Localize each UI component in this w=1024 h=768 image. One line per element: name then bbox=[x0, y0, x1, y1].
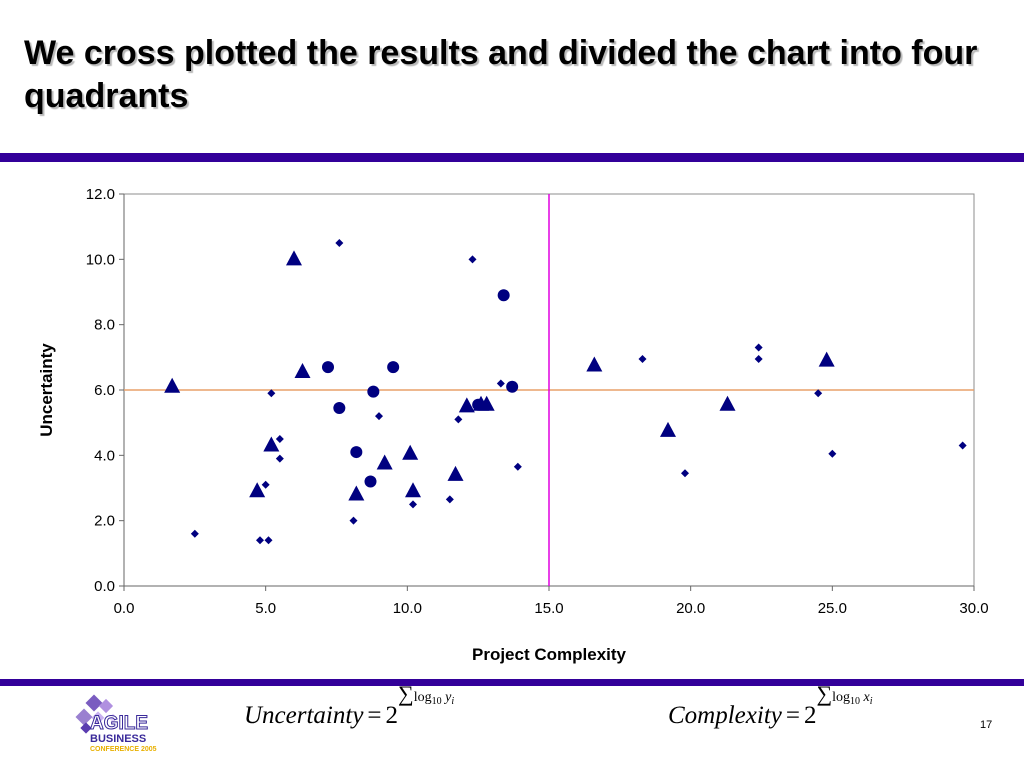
diamond-point bbox=[814, 389, 823, 398]
logo-text-business: BUSINESS bbox=[90, 733, 147, 745]
quadrant-dividers bbox=[124, 194, 974, 586]
agile-business-conference-logo: AGILE BUSINESS CONFERENCE 2005 bbox=[70, 693, 200, 759]
y-axis-label: Uncertainty bbox=[37, 343, 56, 437]
footer-divider-bar bbox=[0, 679, 1024, 686]
diamond-point bbox=[409, 500, 417, 509]
triangle-point bbox=[164, 377, 181, 393]
triangle-point bbox=[286, 250, 302, 266]
triangle-point bbox=[818, 351, 835, 367]
formula-var: x bbox=[863, 690, 870, 705]
y-tick-label: 4.0 bbox=[94, 447, 115, 464]
diamond-point bbox=[264, 536, 273, 545]
diamond-point bbox=[375, 412, 383, 421]
diamond-point bbox=[754, 343, 763, 352]
formula-lhs: Uncertainty bbox=[244, 702, 364, 729]
diamond-point bbox=[275, 435, 284, 443]
scatter-chart: 0.0 5.0 10.0 15.0 20.0 25.0 30.0 0.0 2.0 4.0 6.0 8.… bbox=[37, 186, 989, 664]
triangle-point bbox=[660, 421, 676, 437]
x-tick-label: 20.0 bbox=[676, 600, 705, 617]
logo-text-conference: CONFERENCE 2005 bbox=[90, 746, 157, 753]
diamond-point bbox=[349, 516, 358, 525]
diamond-point bbox=[828, 449, 837, 458]
complexity-formula: Complexity = 2∑log10 xi bbox=[668, 681, 873, 730]
logo-diamonds-icon bbox=[75, 694, 118, 734]
x-tick-label: 30.0 bbox=[959, 600, 988, 617]
data-points bbox=[164, 239, 967, 545]
formula-index: i bbox=[869, 696, 873, 707]
x-axis-label: Project Complexity bbox=[472, 645, 627, 664]
diamond-point bbox=[496, 379, 505, 388]
y-tick-label: 12.0 bbox=[86, 186, 115, 203]
circle-point bbox=[472, 398, 485, 411]
sum-symbol: ∑ bbox=[816, 681, 833, 706]
x-tick-label: 5.0 bbox=[255, 600, 276, 617]
x-tick-label: 25.0 bbox=[818, 600, 847, 617]
triangle-point bbox=[458, 397, 475, 413]
page-number: 17 bbox=[980, 719, 993, 731]
circle-point bbox=[387, 361, 400, 374]
diamond-point bbox=[454, 415, 463, 424]
diamond-point bbox=[754, 354, 763, 363]
y-tick-label: 6.0 bbox=[94, 382, 115, 399]
x-tick-label: 15.0 bbox=[534, 600, 563, 617]
axis-ticks: 0.0 5.0 10.0 15.0 20.0 25.0 30.0 0.0 2.0 4.0 6.0 8.… bbox=[86, 186, 989, 617]
formula-var: y bbox=[445, 690, 452, 705]
formula-index: i bbox=[451, 696, 455, 707]
formula-equals: = bbox=[785, 702, 800, 729]
y-tick-label: 8.0 bbox=[94, 317, 115, 334]
uncertainty-formula: Uncertainty = 2∑log10 yi bbox=[244, 681, 454, 730]
triangle-point bbox=[348, 485, 365, 501]
circle-point bbox=[497, 289, 510, 302]
triangle-point bbox=[719, 395, 736, 411]
circle-point bbox=[350, 446, 363, 459]
x-tick-label: 10.0 bbox=[393, 600, 422, 617]
diamond-point bbox=[267, 389, 276, 398]
formula-lhs: Complexity bbox=[668, 702, 782, 729]
formula-log: log bbox=[413, 690, 432, 705]
diamond-point bbox=[256, 536, 264, 545]
triangle-point bbox=[294, 363, 311, 379]
title-divider-bar bbox=[0, 153, 1024, 162]
sum-symbol: ∑ bbox=[398, 681, 414, 706]
y-tick-label: 10.0 bbox=[86, 251, 115, 268]
y-tick-label: 2.0 bbox=[94, 513, 115, 530]
formula-exponent: ∑log10 xi bbox=[816, 681, 873, 707]
formula-equals: = bbox=[367, 702, 382, 729]
circle-point bbox=[322, 361, 334, 374]
diamond-point bbox=[275, 454, 284, 463]
y-tick-label: 0.0 bbox=[94, 578, 115, 595]
triangle-point bbox=[405, 482, 421, 498]
slide-title: We cross plotted the results and divided… bbox=[24, 34, 978, 115]
triangle-point bbox=[263, 436, 280, 452]
diamond-point bbox=[681, 469, 689, 478]
diamond-point bbox=[261, 480, 270, 489]
circle-point bbox=[367, 385, 380, 398]
diamond-point bbox=[445, 495, 454, 504]
diamond-point bbox=[468, 255, 477, 264]
diamond-point bbox=[513, 462, 522, 471]
logo-text-agile: AGILE bbox=[89, 713, 149, 735]
formula-exponent: ∑log10 yi bbox=[398, 681, 455, 707]
x-tick-label: 0.0 bbox=[114, 600, 135, 617]
circle-point bbox=[364, 475, 377, 488]
diamond-point bbox=[638, 354, 647, 363]
formula-log-base: 10 bbox=[431, 696, 442, 707]
diamond-point bbox=[190, 529, 199, 538]
circle-point bbox=[506, 380, 519, 393]
triangle-point bbox=[249, 482, 266, 498]
formula-log: log bbox=[832, 690, 851, 705]
diamond-point bbox=[958, 441, 967, 450]
triangle-point bbox=[402, 444, 419, 460]
triangle-point bbox=[447, 465, 464, 481]
formula-base: 2 bbox=[385, 702, 399, 729]
circle-point bbox=[333, 401, 346, 414]
triangle-point bbox=[376, 454, 393, 470]
formula-base: 2 bbox=[803, 702, 817, 729]
formula-log-base: 10 bbox=[850, 696, 861, 707]
diamond-point bbox=[335, 239, 344, 247]
triangle-point bbox=[586, 356, 603, 372]
